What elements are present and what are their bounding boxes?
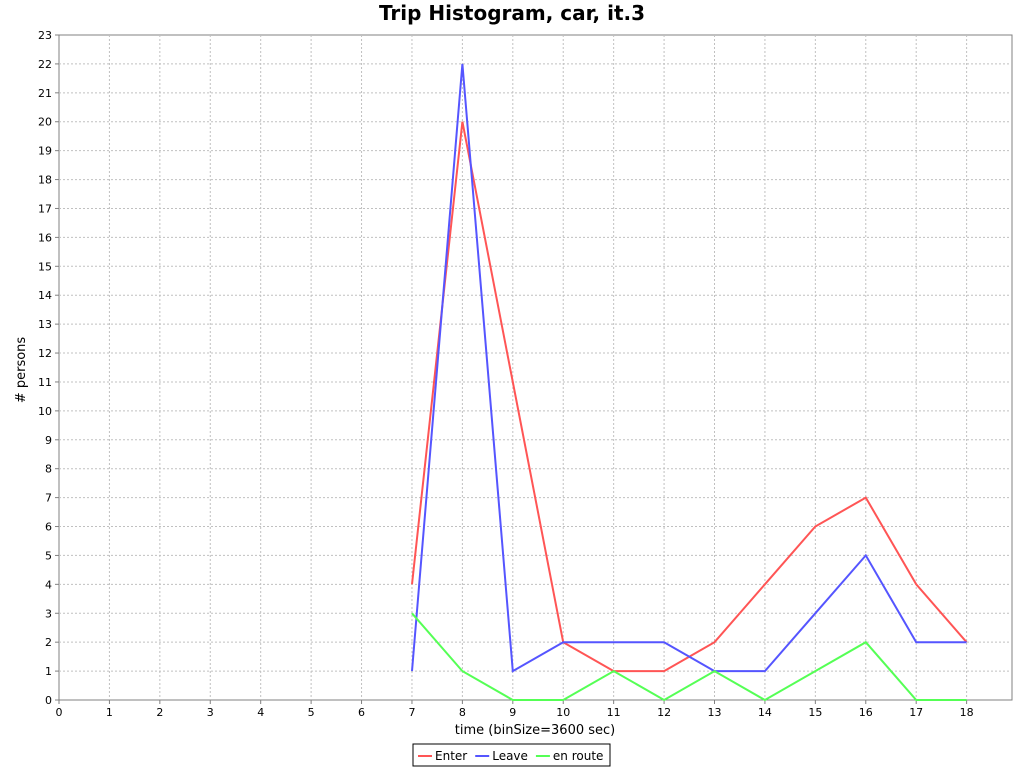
y-tick-label: 21	[38, 87, 52, 100]
plot-area	[58, 34, 1013, 701]
y-tick-label: 0	[45, 694, 52, 707]
y-tick-label: 19	[38, 145, 52, 158]
y-tick-label: 20	[38, 116, 52, 129]
y-tick-label: 14	[38, 289, 52, 302]
y-tick-label: 5	[45, 549, 52, 562]
y-tick-label: 15	[38, 260, 52, 273]
legend-label-1: Leave	[492, 749, 528, 763]
x-tick-label: 17	[909, 706, 923, 719]
x-tick-label: 3	[207, 706, 214, 719]
x-tick-label: 4	[257, 706, 264, 719]
chart-title: Trip Histogram, car, it.3	[379, 1, 645, 25]
y-tick-label: 16	[38, 231, 52, 244]
x-tick-label: 15	[808, 706, 822, 719]
x-axis-ticks: 0 1 2 3 4 5 6 7 8 9 10 11 12 13 14 15 16 17 18	[56, 700, 974, 719]
y-tick-label: 22	[38, 58, 52, 71]
y-tick-label: 23	[38, 29, 52, 42]
y-tick-label: 10	[38, 405, 52, 418]
x-tick-label: 9	[509, 706, 516, 719]
series-line-1	[411, 63, 967, 673]
x-tick-label: 8	[459, 706, 466, 719]
y-tick-label: 12	[38, 347, 52, 360]
y-tick-label: 6	[45, 521, 52, 534]
x-tick-label: 7	[408, 706, 415, 719]
x-tick-label: 6	[358, 706, 365, 719]
y-tick-label: 11	[38, 376, 52, 389]
grid-lines	[59, 35, 1012, 700]
x-tick-label: 18	[960, 706, 974, 719]
x-tick-label: 13	[708, 706, 722, 719]
x-tick-label: 11	[607, 706, 621, 719]
x-tick-label: 2	[156, 706, 163, 719]
series-lines	[411, 63, 968, 702]
y-tick-label: 8	[45, 463, 52, 476]
y-tick-label: 4	[45, 578, 52, 591]
legend-label-2: en route	[553, 749, 604, 763]
x-tick-label: 5	[308, 706, 315, 719]
y-tick-label: 9	[45, 434, 52, 447]
x-tick-label: 0	[56, 706, 63, 719]
x-axis-label: time (binSize=3600 sec)	[455, 723, 615, 738]
x-tick-label: 1	[106, 706, 113, 719]
y-tick-label: 1	[45, 665, 52, 678]
legend-label-0: Enter	[435, 749, 467, 763]
y-axis-label: # persons	[14, 337, 29, 404]
y-tick-label: 17	[38, 202, 52, 215]
x-tick-label: 14	[758, 706, 772, 719]
y-tick-label: 18	[38, 174, 52, 187]
y-tick-label: 7	[45, 492, 52, 505]
y-tick-label: 13	[38, 318, 52, 331]
legend: Enter Leave en route	[412, 743, 611, 767]
legend-box	[412, 743, 611, 767]
x-tick-label: 16	[859, 706, 873, 719]
x-tick-label: 12	[657, 706, 671, 719]
x-tick-label: 10	[556, 706, 570, 719]
y-tick-label: 2	[45, 636, 52, 649]
series-line-2	[411, 612, 967, 702]
y-tick-label: 3	[45, 607, 52, 620]
